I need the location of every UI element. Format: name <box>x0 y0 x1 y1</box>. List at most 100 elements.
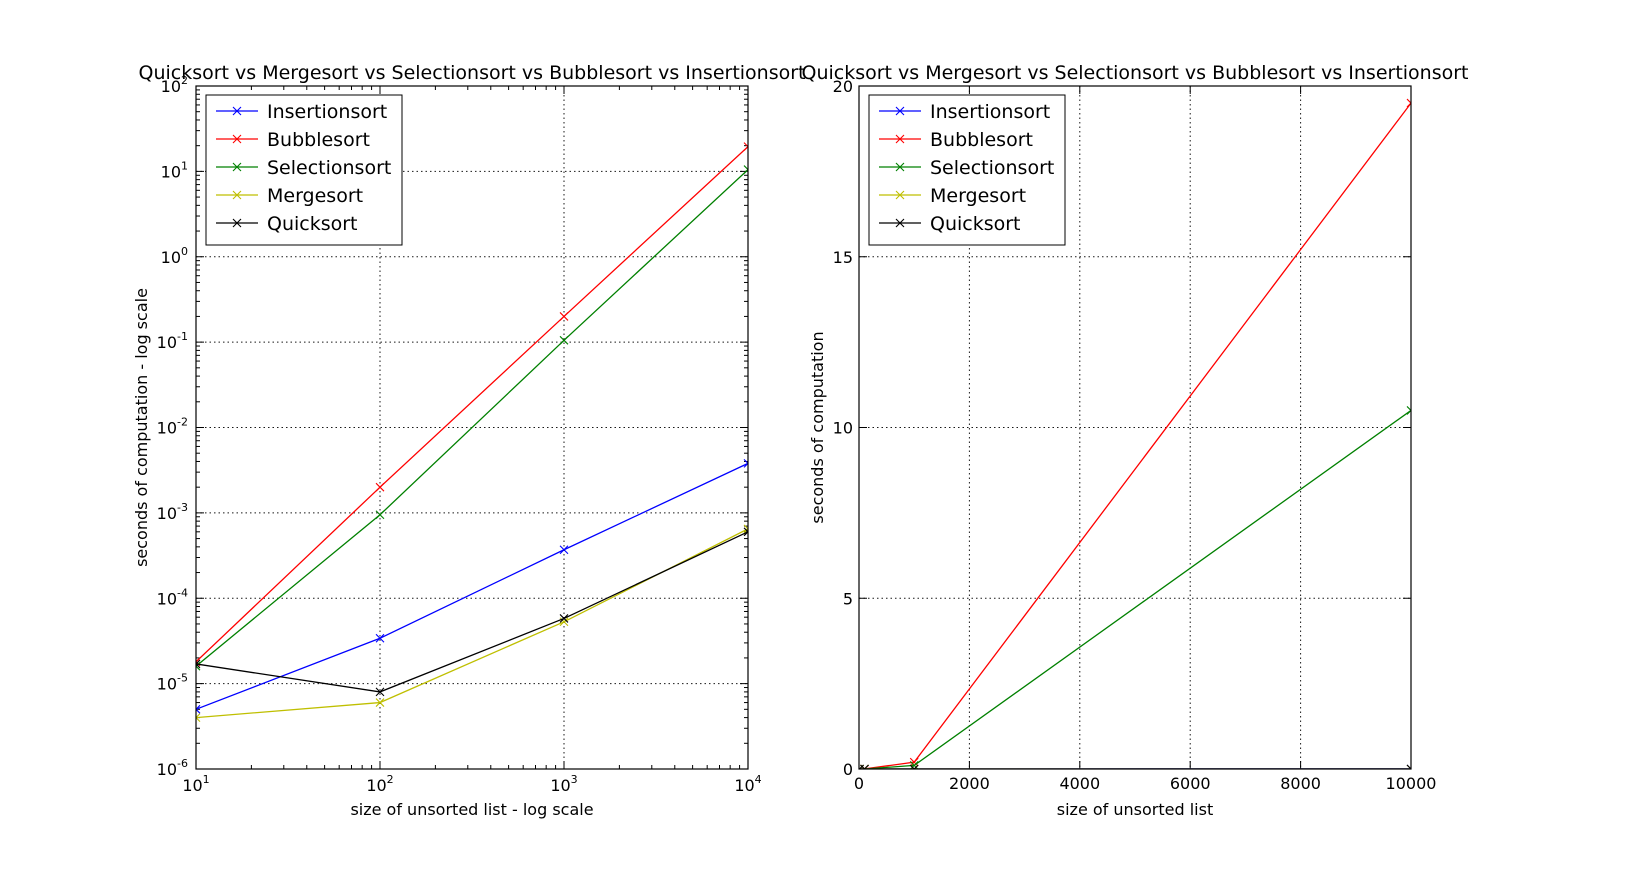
y-tick-label: 20 <box>833 77 853 96</box>
data-point-insertionsort <box>196 704 201 714</box>
y-tick-label-mantissa: 10 <box>157 760 177 779</box>
y-tick-label-mantissa: 10 <box>157 675 177 694</box>
legend-marker-quicksort <box>232 218 242 228</box>
y-tick-label-mantissa: 10 <box>157 419 177 438</box>
y-tick-label-exponent: -1 <box>177 330 188 343</box>
legend-label-mergesort: Mergesort <box>267 185 363 207</box>
legend-label-bubblesort: Bubblesort <box>267 129 370 151</box>
y-tick-label-mantissa: 10 <box>157 504 177 523</box>
legend-marker-quicksort <box>895 218 905 228</box>
x-tick-label: 8000 <box>1280 774 1321 793</box>
chart-title: Quicksort vs Mergesort vs Selectionsort … <box>801 62 1468 84</box>
y-tick-label: 5 <box>843 589 853 608</box>
y-tick-label-mantissa: 10 <box>161 162 181 181</box>
y-tick-label-mantissa: 10 <box>161 77 181 96</box>
x-tick-label: 103 <box>550 773 577 795</box>
legend: Insertionsort Bubblesort Selectionsort Merg… <box>205 94 403 246</box>
legend-marker-mergesort <box>895 190 905 200</box>
x-tick-label: 2000 <box>949 774 990 793</box>
y-tick-label-exponent: -6 <box>177 757 188 770</box>
data-point-insertionsort <box>743 458 748 468</box>
y-tick-label-mantissa: 10 <box>161 248 181 267</box>
x-tick-label: 102 <box>366 773 393 795</box>
x-tick-label: 6000 <box>1170 774 1211 793</box>
x-tick-label-exponent: 3 <box>571 773 578 786</box>
legend: Insertionsort Bubblesort Selectionsort Merg… <box>868 94 1066 246</box>
data-point-selectionsort <box>375 510 385 520</box>
chart-title: Quicksort vs Mergesort vs Selectionsort … <box>138 62 805 84</box>
series-line-insertionsort <box>196 462 748 710</box>
data-point-quicksort <box>196 659 201 669</box>
y-tick-label: 10-5 <box>157 672 188 694</box>
x-axis-label: size of unsorted list - log scale <box>350 800 593 819</box>
x-tick-label: 104 <box>734 773 761 795</box>
y-tick-label-exponent: -4 <box>177 586 188 599</box>
data-point-insertionsort <box>375 633 385 643</box>
plot-frame <box>195 85 749 770</box>
x-tick-label: 4000 <box>1059 774 1100 793</box>
data-point-insertionsort <box>559 545 569 555</box>
x-tick-label-exponent: 4 <box>755 773 762 786</box>
legend-label-insertionsort: Insertionsort <box>267 101 387 123</box>
y-axis-label: seconds of computation <box>808 331 827 523</box>
data-point-mergesort <box>375 698 385 707</box>
data-point-quicksort <box>375 687 385 697</box>
data-point-quicksort <box>860 764 869 769</box>
plot-frame <box>858 85 1412 770</box>
x-tick-label-mantissa: 10 <box>734 776 754 795</box>
x-axis-label: size of unsorted list <box>1057 800 1213 819</box>
series-line-bubblesort <box>196 146 748 663</box>
data-point-bubblesort <box>559 312 569 321</box>
series-line-quicksort <box>196 531 748 693</box>
legend-marker-insertionsort <box>232 106 242 116</box>
y-tick-label: 10-4 <box>157 586 188 608</box>
y-axis-label: seconds of computation - log scale <box>132 288 151 567</box>
y-tick-label-exponent: -5 <box>177 672 188 685</box>
series-line-mergesort <box>196 528 748 719</box>
x-tick-label: 10000 <box>1386 774 1437 793</box>
y-tick-label: 101 <box>161 159 188 181</box>
y-tick-label-exponent: 1 <box>181 159 188 172</box>
legend-marker-mergesort <box>232 190 242 200</box>
legend-label-selectionsort: Selectionsort <box>930 157 1054 179</box>
data-point-mergesort <box>196 713 201 722</box>
data-point-selectionsort <box>1406 406 1411 415</box>
x-tick-label-exponent: 2 <box>387 773 394 786</box>
y-tick-label-exponent: 0 <box>181 245 188 258</box>
data-point-selectionsort <box>196 661 201 671</box>
legend-label-quicksort: Quicksort <box>267 213 358 235</box>
y-tick-label-exponent: 2 <box>181 74 188 87</box>
data-point-mergesort <box>743 524 748 534</box>
data-point-selectionsort <box>743 165 748 174</box>
chart-2: 0 2000 4000 6000 8000 10000 0 5 10 15 20Quicksort … <box>801 62 1468 819</box>
legend-label-insertionsort: Insertionsort <box>930 101 1050 123</box>
legend-marker-insertionsort <box>895 106 905 116</box>
y-tick-label-exponent: -3 <box>177 501 188 514</box>
legend-box <box>868 94 1066 246</box>
y-tick-label: 102 <box>161 74 188 96</box>
data-point-bubblesort <box>909 757 919 767</box>
x-tick-label-mantissa: 10 <box>366 776 386 795</box>
y-tick-label: 10-3 <box>157 501 188 523</box>
y-tick-label: 10-1 <box>157 330 188 352</box>
legend-label-quicksort: Quicksort <box>930 213 1021 235</box>
legend-marker-selectionsort <box>232 162 242 172</box>
data-point-bubblesort <box>1406 98 1411 108</box>
data-point-quicksort <box>559 614 569 623</box>
legend-label-mergesort: Mergesort <box>930 185 1026 207</box>
legend-marker-selectionsort <box>895 162 905 172</box>
y-tick-label: 10-2 <box>157 416 188 438</box>
x-tick-label-mantissa: 10 <box>550 776 570 795</box>
data-point-bubblesort <box>743 142 748 152</box>
x-tick-label-exponent: 1 <box>203 773 210 786</box>
plot-area <box>196 142 748 722</box>
data-point-quicksort <box>743 527 748 537</box>
data-point-quicksort <box>1406 764 1411 769</box>
data-point-bubblesort <box>375 482 385 492</box>
chart-1: 101 102 103 10410-610-510-410-310-210-11001… <box>132 62 806 819</box>
series-line-selectionsort <box>859 409 1411 769</box>
data-point-selectionsort <box>909 761 919 769</box>
y-tick-label-exponent: -2 <box>177 416 188 429</box>
series-line-selectionsort <box>196 169 748 667</box>
